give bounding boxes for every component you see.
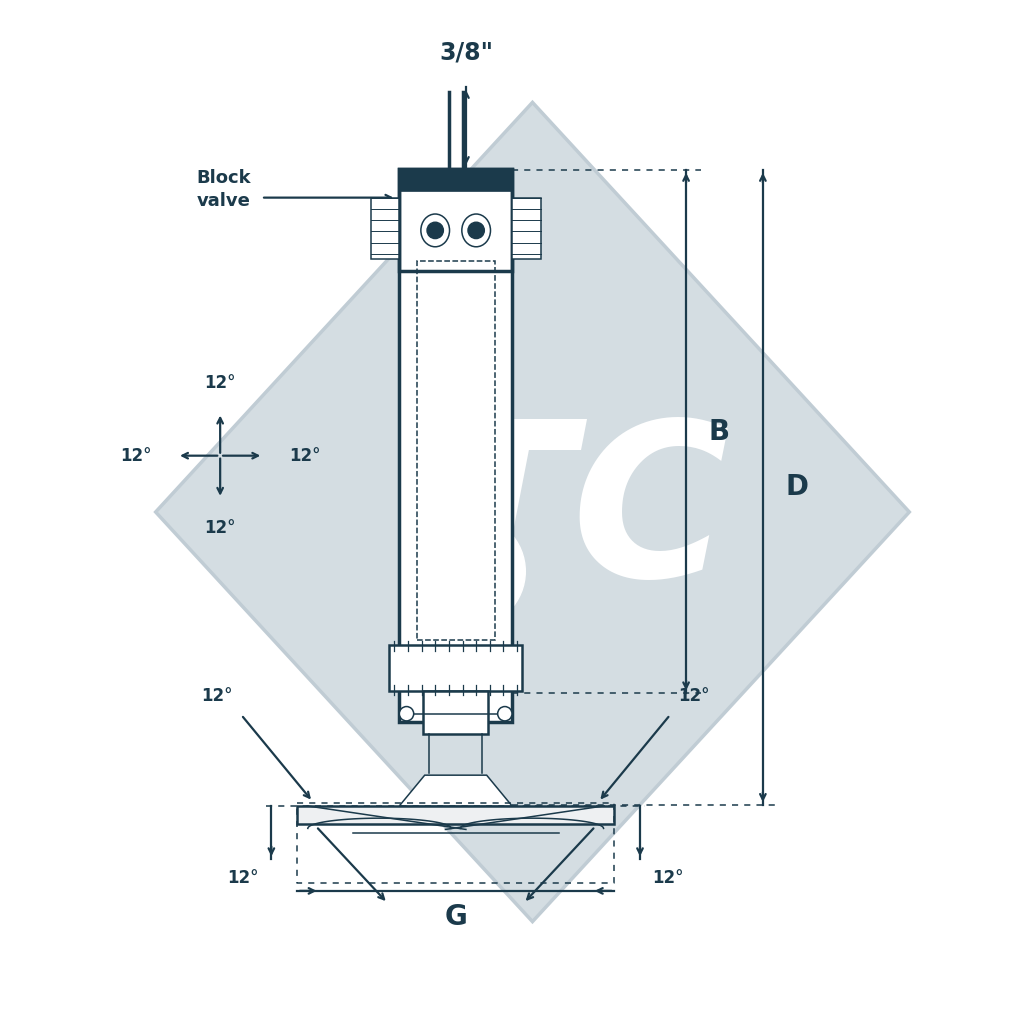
- Polygon shape: [297, 806, 614, 824]
- Text: 12°: 12°: [205, 374, 236, 392]
- Text: 12°: 12°: [289, 446, 321, 465]
- Circle shape: [399, 707, 414, 721]
- Text: TC: TC: [426, 413, 731, 622]
- Text: D: D: [785, 473, 808, 502]
- Text: 12°: 12°: [227, 869, 259, 888]
- Polygon shape: [156, 102, 909, 922]
- Ellipse shape: [421, 214, 450, 247]
- Ellipse shape: [462, 214, 490, 247]
- Circle shape: [427, 222, 443, 239]
- Circle shape: [413, 515, 525, 628]
- Text: 12°: 12°: [202, 686, 232, 705]
- Text: 12°: 12°: [652, 869, 684, 888]
- Text: B: B: [709, 418, 730, 445]
- Circle shape: [468, 222, 484, 239]
- Circle shape: [498, 707, 512, 721]
- Text: 12°: 12°: [679, 686, 710, 705]
- Text: 12°: 12°: [120, 446, 152, 465]
- Polygon shape: [399, 169, 512, 722]
- Text: 3/8": 3/8": [439, 41, 493, 65]
- Polygon shape: [399, 169, 512, 191]
- Polygon shape: [399, 775, 512, 806]
- Polygon shape: [389, 645, 522, 691]
- Text: 12°: 12°: [205, 519, 236, 538]
- Text: Block
valve: Block valve: [197, 169, 251, 210]
- Polygon shape: [423, 691, 488, 734]
- Polygon shape: [512, 198, 541, 259]
- Polygon shape: [371, 198, 399, 259]
- Circle shape: [457, 559, 481, 584]
- Text: G: G: [444, 903, 467, 931]
- Circle shape: [430, 532, 508, 610]
